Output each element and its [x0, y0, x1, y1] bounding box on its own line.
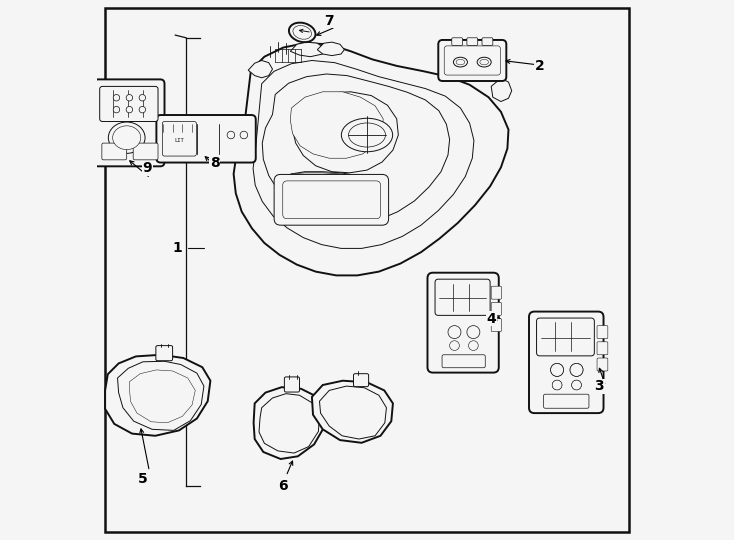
Polygon shape — [287, 177, 360, 210]
Ellipse shape — [289, 23, 316, 42]
FancyBboxPatch shape — [544, 394, 589, 408]
Text: 6: 6 — [278, 479, 288, 493]
Polygon shape — [117, 361, 204, 430]
Polygon shape — [312, 381, 393, 443]
FancyBboxPatch shape — [467, 38, 478, 45]
Text: LIT: LIT — [174, 138, 184, 144]
Polygon shape — [283, 173, 375, 211]
Polygon shape — [319, 386, 386, 439]
Ellipse shape — [477, 57, 491, 67]
Circle shape — [240, 131, 247, 139]
Ellipse shape — [480, 59, 489, 65]
Circle shape — [570, 363, 583, 376]
Polygon shape — [275, 172, 383, 218]
Polygon shape — [291, 92, 383, 158]
Text: 9: 9 — [142, 161, 152, 176]
FancyBboxPatch shape — [491, 319, 501, 332]
FancyBboxPatch shape — [444, 46, 501, 75]
FancyBboxPatch shape — [100, 86, 158, 122]
Circle shape — [450, 341, 459, 350]
Ellipse shape — [349, 123, 385, 147]
FancyBboxPatch shape — [283, 181, 380, 219]
FancyBboxPatch shape — [597, 342, 608, 355]
Circle shape — [572, 380, 581, 390]
Text: 7: 7 — [324, 14, 334, 28]
FancyBboxPatch shape — [102, 143, 127, 160]
Circle shape — [468, 341, 479, 350]
FancyBboxPatch shape — [284, 377, 299, 392]
Text: 5: 5 — [138, 472, 148, 486]
Circle shape — [572, 380, 581, 390]
Text: 3: 3 — [595, 379, 604, 393]
Circle shape — [552, 380, 562, 390]
Polygon shape — [248, 60, 272, 78]
Ellipse shape — [341, 118, 393, 152]
FancyBboxPatch shape — [354, 374, 368, 387]
Polygon shape — [129, 370, 195, 423]
FancyBboxPatch shape — [442, 355, 485, 368]
Polygon shape — [105, 355, 211, 436]
FancyBboxPatch shape — [438, 40, 506, 81]
Polygon shape — [291, 42, 325, 57]
Polygon shape — [317, 42, 344, 56]
Circle shape — [227, 131, 235, 139]
FancyBboxPatch shape — [529, 312, 603, 413]
Polygon shape — [233, 43, 509, 275]
Circle shape — [126, 106, 133, 113]
FancyBboxPatch shape — [452, 38, 462, 45]
Polygon shape — [253, 60, 474, 248]
Circle shape — [126, 94, 133, 101]
Circle shape — [570, 363, 583, 376]
FancyBboxPatch shape — [537, 318, 595, 356]
Circle shape — [467, 326, 480, 339]
FancyBboxPatch shape — [162, 122, 197, 156]
FancyBboxPatch shape — [435, 279, 490, 315]
FancyBboxPatch shape — [482, 38, 493, 45]
FancyBboxPatch shape — [491, 302, 501, 315]
Text: 8: 8 — [210, 156, 219, 170]
Ellipse shape — [109, 122, 145, 153]
FancyBboxPatch shape — [597, 326, 608, 339]
Polygon shape — [292, 92, 399, 173]
Circle shape — [139, 94, 145, 101]
Text: 1: 1 — [172, 241, 182, 255]
Circle shape — [448, 326, 461, 339]
Text: 4: 4 — [487, 312, 496, 326]
FancyBboxPatch shape — [491, 286, 501, 299]
Polygon shape — [254, 387, 325, 459]
Polygon shape — [262, 74, 450, 223]
FancyBboxPatch shape — [156, 115, 255, 163]
Ellipse shape — [454, 57, 468, 67]
Circle shape — [113, 94, 120, 101]
Text: 2: 2 — [535, 59, 545, 73]
FancyBboxPatch shape — [94, 79, 164, 166]
Circle shape — [139, 106, 145, 113]
Ellipse shape — [112, 126, 141, 150]
FancyBboxPatch shape — [133, 143, 158, 160]
FancyBboxPatch shape — [274, 174, 388, 225]
Polygon shape — [259, 394, 319, 453]
Ellipse shape — [456, 59, 465, 65]
FancyBboxPatch shape — [156, 346, 172, 361]
Ellipse shape — [293, 25, 311, 39]
Circle shape — [552, 380, 562, 390]
Circle shape — [550, 363, 564, 376]
Circle shape — [550, 363, 564, 376]
FancyBboxPatch shape — [597, 358, 608, 371]
Polygon shape — [491, 78, 512, 102]
Circle shape — [113, 106, 120, 113]
FancyBboxPatch shape — [427, 273, 499, 373]
